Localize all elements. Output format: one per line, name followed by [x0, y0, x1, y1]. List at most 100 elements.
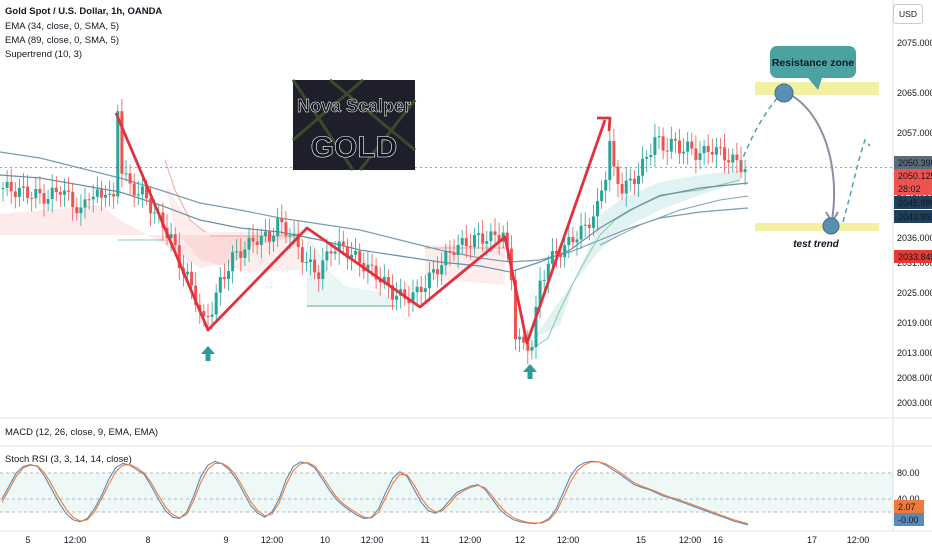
price-tag — [894, 196, 932, 209]
x-tick-label: 17 — [807, 535, 817, 545]
candle-body — [366, 264, 370, 272]
price-tag — [894, 156, 932, 169]
candle-body — [329, 251, 333, 254]
candle-body — [251, 237, 255, 242]
price-tag — [894, 250, 932, 263]
candle-body — [604, 179, 608, 191]
candle-body — [378, 279, 382, 283]
candle-body — [493, 231, 497, 235]
x-tick-label: 12:00 — [847, 535, 870, 545]
candle-body — [108, 193, 112, 195]
candle-body — [186, 271, 189, 275]
y-tick-label: 2008.000 — [897, 373, 932, 383]
currency-button[interactable]: USD — [893, 4, 923, 24]
candle-body — [13, 191, 17, 197]
supertrend-bear-fill — [0, 172, 300, 268]
candle-body — [325, 251, 329, 261]
test-trend-label: test trend — [793, 239, 839, 250]
candle-body — [17, 187, 21, 197]
supertrend-legend[interactable]: Supertrend (10, 3) — [5, 49, 83, 60]
candle-body — [218, 277, 222, 293]
candle-body — [50, 187, 54, 200]
candle-body — [620, 184, 624, 194]
up-arrow-icon — [523, 364, 537, 379]
candle-body — [477, 233, 481, 236]
candle-body — [67, 190, 71, 192]
candle-body — [374, 265, 378, 280]
x-tick-label: 12:00 — [361, 535, 384, 545]
candle-body — [58, 192, 62, 195]
candle-body — [596, 201, 599, 217]
candle-body — [600, 190, 604, 202]
zigzag-arrowhead — [597, 116, 612, 132]
stoch-rsi-label[interactable]: Stoch RSI (3, 3, 14, 14, close) — [5, 454, 132, 465]
candle-body — [719, 147, 722, 149]
candle-body — [657, 136, 661, 138]
x-tick-label: 12 — [515, 535, 525, 545]
candle-body — [649, 154, 653, 158]
candle-body — [296, 233, 300, 248]
candle-body — [259, 236, 263, 245]
candle-body — [239, 251, 243, 258]
candle-body — [739, 160, 743, 173]
candle-body — [222, 277, 226, 280]
candle-body — [518, 336, 522, 340]
candle-body — [591, 216, 595, 228]
price-tag — [894, 182, 932, 195]
candle-body — [194, 285, 198, 305]
candle-body — [583, 224, 587, 226]
zigzag-pattern-line — [114, 112, 607, 345]
resistance-callout — [770, 46, 856, 78]
candle-body — [567, 237, 571, 246]
candle-body — [370, 264, 374, 266]
x-tick-label: 15 — [636, 535, 646, 545]
candle-body — [448, 251, 452, 253]
supertrend-bull-fill — [530, 170, 740, 340]
candle-body — [83, 199, 87, 208]
candle-body — [337, 241, 341, 252]
candle-body — [128, 173, 132, 184]
candle-body — [304, 262, 308, 264]
price-tag-label: 2033.845 — [898, 252, 932, 262]
candle-body — [473, 235, 476, 248]
candle-body — [555, 251, 558, 255]
candle-body — [694, 148, 698, 160]
candle-body — [571, 237, 575, 243]
candle-body — [153, 212, 157, 214]
macd-label[interactable]: MACD (12, 26, close, 9, EMA, EMA) — [5, 427, 159, 438]
candle-body — [735, 154, 739, 161]
candle-body — [673, 138, 677, 141]
candle-body — [202, 311, 206, 317]
candle-body — [22, 186, 25, 188]
candle-body — [665, 150, 669, 152]
candle-body — [280, 217, 284, 223]
ema89-legend[interactable]: EMA (89, close, 0, SMA, 5) — [5, 35, 120, 46]
stoch-value-label: -0.00 — [898, 515, 919, 525]
candle-body — [190, 271, 194, 286]
resistance-callout-label: Resistance zone — [772, 57, 854, 69]
candle-body — [550, 251, 554, 264]
ema34-legend[interactable]: EMA (34, close, 0, SMA, 5) — [5, 21, 120, 32]
candle-body — [87, 199, 91, 201]
candle-body — [714, 147, 718, 155]
candle-body — [464, 238, 468, 247]
candle-body — [546, 263, 550, 280]
candle-body — [637, 175, 640, 185]
candle-body — [9, 181, 13, 192]
price-tag-label: 28:02 — [898, 184, 921, 194]
candle-body — [710, 152, 714, 155]
candle-body — [723, 147, 727, 161]
candle-body — [440, 265, 444, 275]
candle-body — [255, 241, 259, 245]
candle-body — [743, 169, 747, 173]
candle-body — [263, 231, 267, 237]
candle-body — [661, 136, 665, 151]
candle-body — [678, 140, 681, 154]
candle-body — [653, 137, 657, 155]
candle-body — [522, 336, 526, 343]
x-tick-label: 5 — [25, 535, 30, 545]
candle-body — [321, 260, 325, 280]
x-tick-label: 12:00 — [679, 535, 702, 545]
candle-body — [345, 246, 349, 259]
